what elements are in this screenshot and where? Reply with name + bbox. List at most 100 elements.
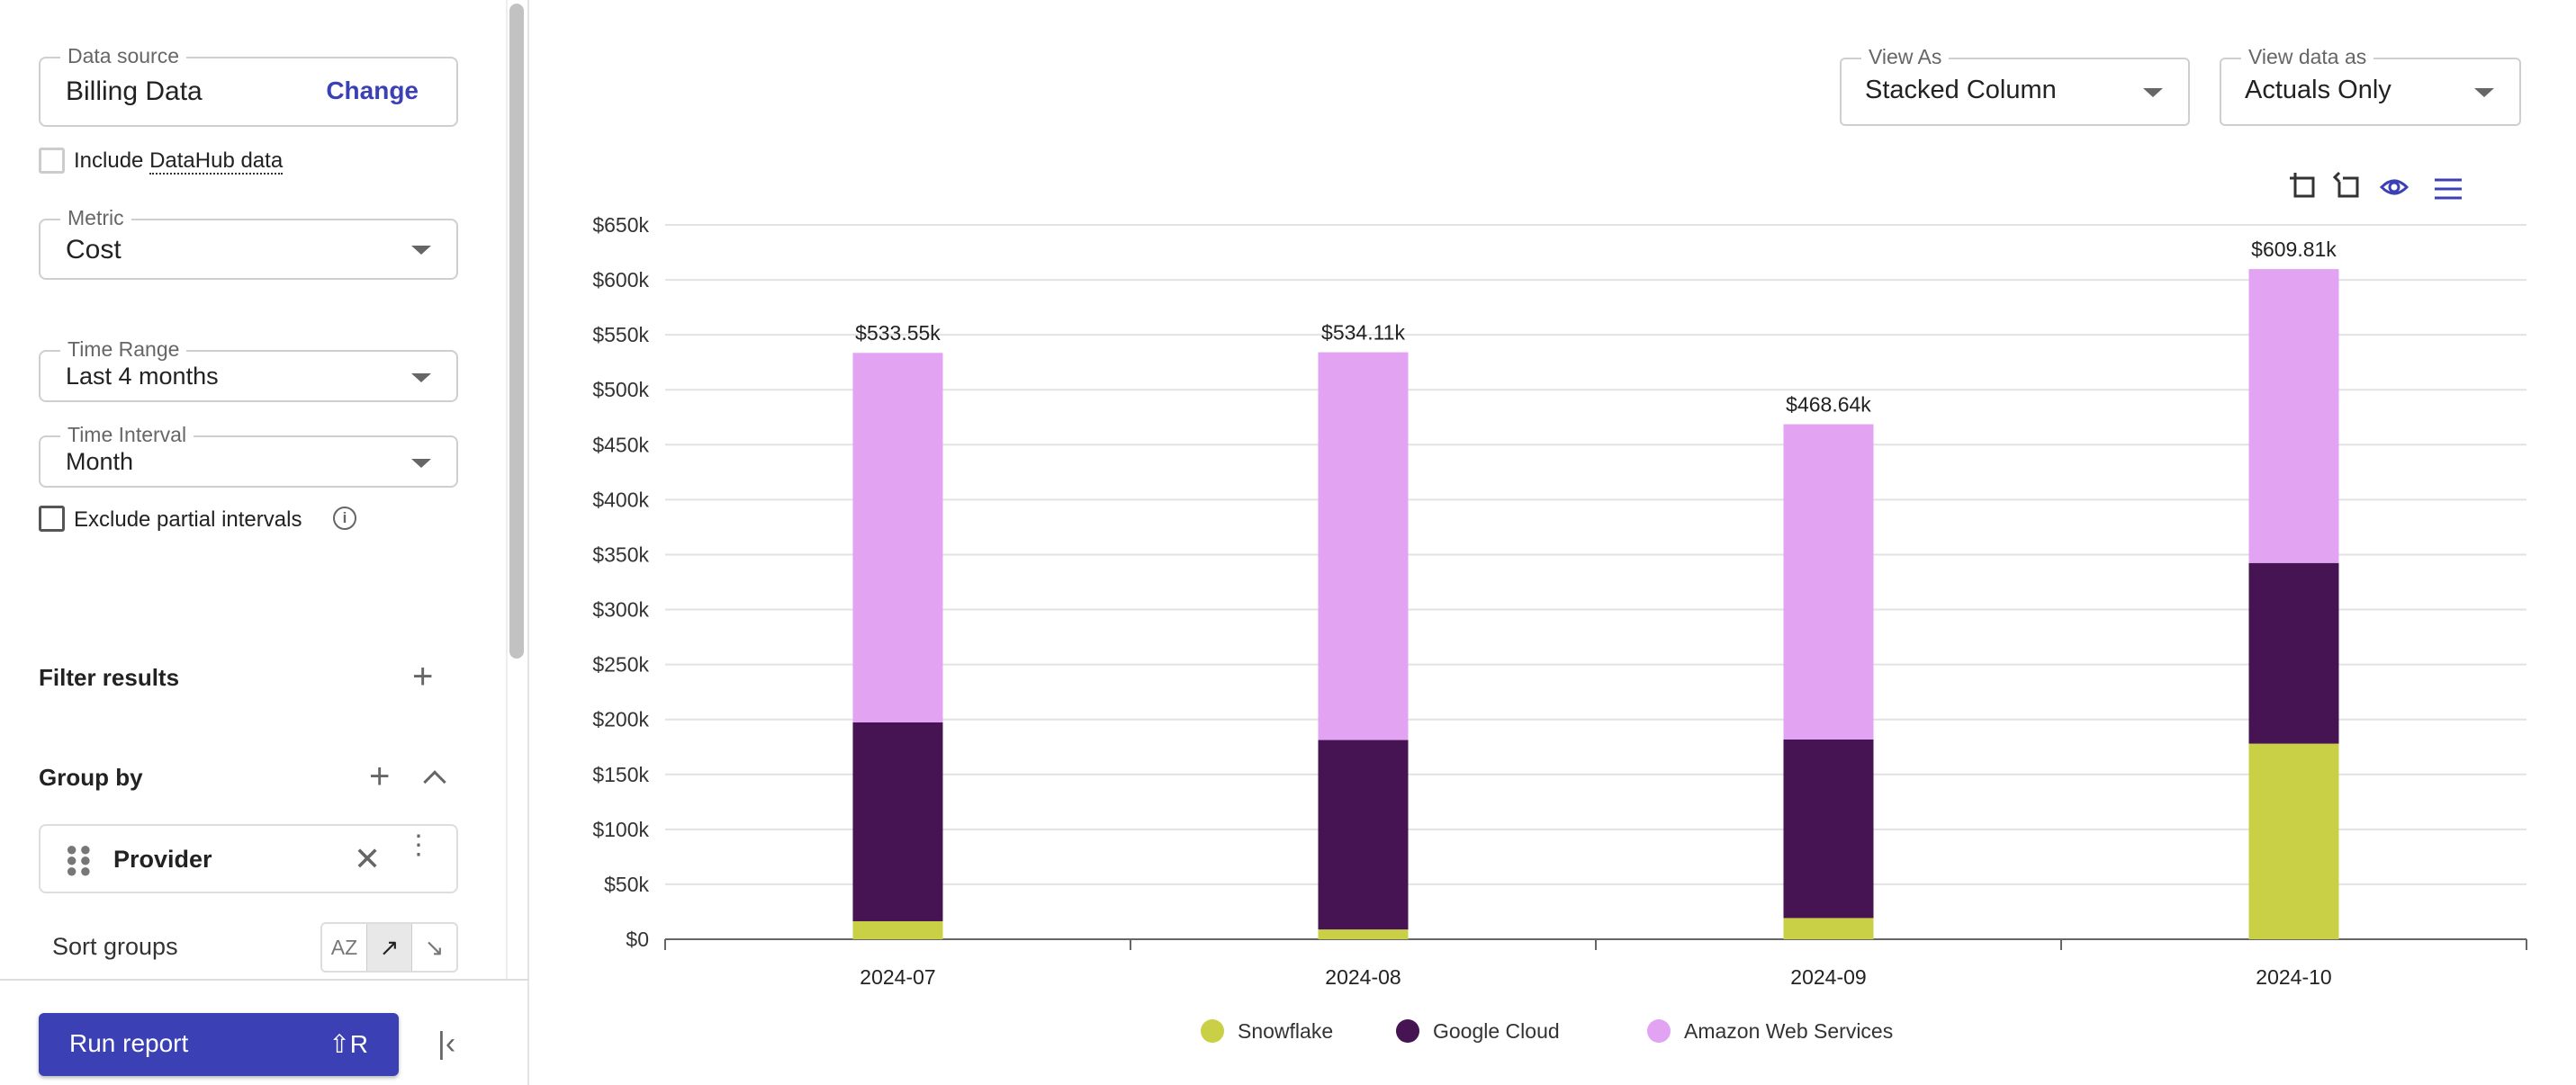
time-interval-select[interactable]: Time Interval Month xyxy=(39,423,458,488)
y-tick-label: $150k xyxy=(592,763,649,786)
remove-group-icon[interactable]: ✕ xyxy=(354,840,382,877)
y-tick-label: $550k xyxy=(592,323,649,346)
y-tick-label: $500k xyxy=(592,378,649,401)
drag-handle-icon[interactable]: ●● ●● ●● xyxy=(66,838,94,882)
x-tick-label: 2024-08 xyxy=(1325,965,1401,989)
add-filter-icon[interactable]: + xyxy=(412,657,434,696)
run-report-button[interactable]: Run report ⇧R xyxy=(39,1013,399,1076)
bar-total-label: $609.81k xyxy=(2251,238,2337,261)
x-tick-label: 2024-07 xyxy=(860,965,935,989)
zoom-in-icon[interactable] xyxy=(2290,173,2315,198)
bar-total-label: $533.55k xyxy=(855,321,941,345)
view-as-select[interactable]: View As Stacked Column xyxy=(1840,45,2190,126)
time-range-select[interactable]: Time Range Last 4 months xyxy=(39,337,458,402)
bar-total-label: $468.64k xyxy=(1786,393,1871,417)
y-tick-label: $50k xyxy=(604,873,649,896)
legend-marker xyxy=(1396,1019,1419,1043)
legend-label: Google Cloud xyxy=(1433,1019,1560,1043)
shortcut-hint: ⇧R xyxy=(329,1030,368,1058)
menu-icon[interactable] xyxy=(2435,178,2462,200)
view-data-as-value: Actuals Only xyxy=(2245,76,2391,104)
collapse-sidebar-icon[interactable]: |‹ xyxy=(437,1027,456,1061)
chevron-down-icon xyxy=(411,246,431,255)
filter-results-heading: Filter results xyxy=(39,664,180,691)
chevron-up-icon[interactable] xyxy=(423,770,446,794)
datahub-link[interactable]: DataHub data xyxy=(149,148,284,175)
y-tick-label: $250k xyxy=(592,653,649,677)
more-options-icon[interactable]: ⋮ xyxy=(405,830,432,860)
y-tick-label: $600k xyxy=(592,268,649,291)
view-as-value: Stacked Column xyxy=(1865,76,2057,104)
y-tick-label: $200k xyxy=(592,708,649,731)
scrollbar-track[interactable] xyxy=(506,0,527,981)
add-group-icon[interactable]: + xyxy=(369,757,391,796)
bar-segment-amazon-web-services xyxy=(2248,269,2339,563)
reset-zoom-icon[interactable] xyxy=(2332,171,2359,198)
legend-label: Amazon Web Services xyxy=(1684,1019,1893,1043)
eye-icon[interactable] xyxy=(2379,179,2409,195)
exclude-partial-label: Exclude partial intervals xyxy=(74,507,302,532)
bar-segment-google-cloud xyxy=(1783,739,1874,919)
time-interval-value: Month xyxy=(66,448,134,475)
info-icon[interactable]: i xyxy=(333,507,356,530)
bar-segment-snowflake xyxy=(1318,929,1409,939)
bar-segment-amazon-web-services xyxy=(852,353,943,722)
y-tick-label: $650k xyxy=(592,213,649,237)
y-tick-label: $400k xyxy=(592,488,649,511)
chevron-down-icon xyxy=(411,459,431,468)
y-tick-label: $450k xyxy=(592,433,649,456)
view-data-as-label: View data as xyxy=(2241,45,2374,69)
chevron-down-icon xyxy=(2143,88,2163,97)
group-by-heading: Group by xyxy=(39,764,143,791)
time-interval-label: Time Interval xyxy=(60,423,194,447)
stacked-column-chart: $0 $50k $100k $150k $200k $250k $300k $350k $400… xyxy=(592,213,2527,1043)
sidebar: Data source Billing Data Change Include … xyxy=(0,0,529,1085)
bar-segment-snowflake xyxy=(852,920,943,939)
bar-segment-amazon-web-services xyxy=(1318,352,1409,740)
x-tick-label: 2024-09 xyxy=(1790,965,1866,989)
time-range-label: Time Range xyxy=(60,337,187,362)
group-item-provider[interactable]: ●● ●● ●● Provider ✕ ⋮ xyxy=(39,824,458,893)
data-source-label: Data source xyxy=(60,44,187,68)
time-range-value: Last 4 months xyxy=(66,363,219,390)
exclude-partial-checkbox[interactable] xyxy=(39,506,65,532)
include-datahub-label: Include DataHub data xyxy=(74,148,284,175)
divider xyxy=(0,979,529,981)
y-tick-label: $0 xyxy=(626,928,649,951)
sort-descending-icon[interactable]: ↘ xyxy=(424,934,445,961)
view-data-as-select[interactable]: View data as Actuals Only xyxy=(2220,45,2521,126)
bar-segment-google-cloud xyxy=(1318,740,1409,930)
sort-alpha-button[interactable]: AZ xyxy=(330,936,358,959)
bar-segment-google-cloud xyxy=(2248,562,2339,744)
legend-marker xyxy=(1201,1019,1224,1043)
sort-groups-label: Sort groups xyxy=(52,933,178,960)
run-report-label: Run report xyxy=(69,1029,189,1057)
y-tick-label: $100k xyxy=(592,818,649,841)
group-item-label: Provider xyxy=(113,846,212,873)
include-datahub-checkbox[interactable] xyxy=(39,148,65,174)
metric-select[interactable]: Metric Cost xyxy=(39,206,458,280)
legend-label: Snowflake xyxy=(1238,1019,1333,1043)
change-data-source-button[interactable]: Change xyxy=(326,76,419,104)
bar-segment-amazon-web-services xyxy=(1783,424,1874,740)
metric-value: Cost xyxy=(66,235,122,265)
metric-label: Metric xyxy=(60,206,131,230)
chevron-down-icon xyxy=(411,373,431,382)
include-label-prefix: Include xyxy=(74,148,150,173)
bar-segment-google-cloud xyxy=(852,722,943,921)
bar-segment-snowflake xyxy=(1783,918,1874,939)
view-as-label: View As xyxy=(1861,45,1950,69)
bar-total-label: $534.11k xyxy=(1321,321,1405,345)
chart-toolbar xyxy=(2290,171,2462,200)
sort-ascending-icon[interactable]: ↗ xyxy=(366,924,412,971)
y-tick-label: $300k xyxy=(592,598,649,622)
x-tick-label: 2024-10 xyxy=(2256,965,2331,989)
sort-toggle-group: AZ ↗ ↘ xyxy=(320,922,458,973)
chevron-down-icon xyxy=(2474,88,2494,97)
bar-segment-snowflake xyxy=(2248,743,2339,939)
data-source-field: Data source Billing Data Change xyxy=(39,44,458,127)
legend-marker xyxy=(1647,1019,1671,1043)
y-tick-label: $350k xyxy=(592,542,649,566)
data-source-value: Billing Data xyxy=(66,76,203,106)
scrollbar-thumb[interactable] xyxy=(509,4,524,659)
